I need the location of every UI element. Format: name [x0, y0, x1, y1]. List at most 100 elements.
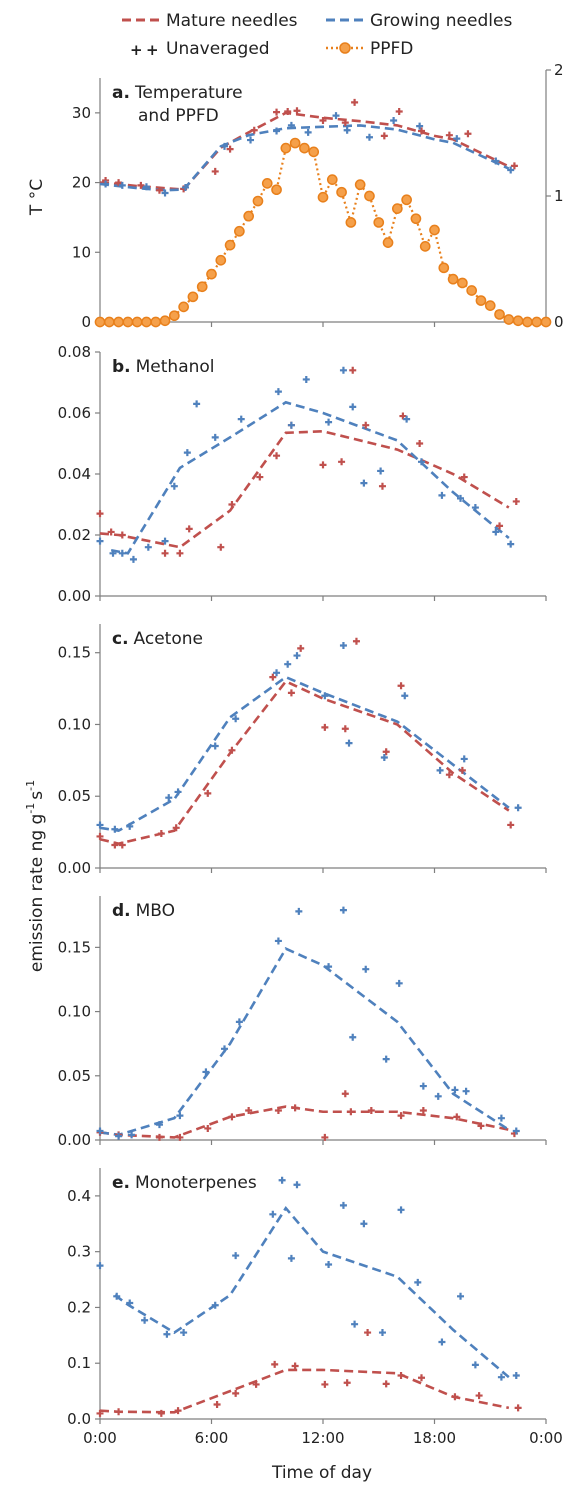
growing-point	[155, 1121, 163, 1129]
growing-point	[115, 1132, 123, 1140]
growing-point	[287, 1254, 295, 1262]
ppfd-point	[224, 239, 236, 251]
growing-point	[434, 1092, 442, 1100]
mature-point	[416, 440, 424, 447]
ppfd-point	[261, 178, 273, 189]
svg-text:+: +	[146, 41, 159, 59]
mature-point	[232, 1389, 240, 1397]
growing-point	[453, 135, 461, 143]
growing-line	[99, 675, 510, 833]
mature-point	[382, 748, 390, 756]
growing-point	[360, 1220, 368, 1228]
mature-point	[96, 1409, 104, 1417]
mature-point	[419, 1106, 427, 1114]
ppfd-point	[326, 174, 338, 185]
svg-text:+: +	[130, 41, 143, 59]
y-tick-label: 0.00	[58, 859, 91, 877]
growing-point	[287, 421, 295, 429]
mature-point	[226, 145, 234, 153]
growing-point	[416, 122, 424, 130]
ppfd-point	[113, 316, 124, 328]
ppfd-point	[234, 225, 245, 237]
mature-point	[367, 1106, 375, 1114]
ppfd-point	[122, 316, 134, 328]
growing-point	[457, 1292, 465, 1300]
growing-point	[287, 121, 295, 129]
y-axis-label-emission: emission rate ng g-1s-1	[24, 780, 47, 972]
growing-point	[304, 128, 312, 136]
growing-point	[377, 467, 385, 475]
ppfd-point	[447, 273, 459, 285]
mature-point	[460, 473, 468, 481]
growing-point	[274, 388, 282, 396]
y2-tick-label: 2	[554, 61, 564, 79]
panel-letter: b.	[112, 357, 131, 377]
ppfd-point	[159, 315, 171, 327]
mature-point	[107, 528, 115, 536]
y2-tick-label: 0	[554, 313, 564, 331]
mature-point	[507, 821, 515, 829]
growing-point	[343, 126, 351, 134]
mature-point	[137, 181, 145, 189]
legend-ppfd-swatch	[326, 42, 364, 54]
growing-point	[176, 1112, 184, 1120]
mature-point	[397, 1112, 405, 1120]
mature-point	[464, 130, 472, 138]
mature-point	[397, 682, 405, 690]
y-tick-label: 0.00	[58, 1131, 91, 1149]
y-tick-label: 0.4	[67, 1187, 91, 1205]
y-tick-label: 0.05	[58, 787, 91, 805]
ppfd-point	[271, 184, 282, 196]
mature-point	[417, 127, 425, 135]
mature-point	[395, 107, 403, 115]
growing-point	[462, 1087, 470, 1095]
mature-point	[343, 1379, 351, 1387]
ppfd-point	[373, 217, 385, 228]
x-tick-label: 0:00	[83, 1429, 117, 1447]
mature-point	[364, 1329, 372, 1337]
mature-point	[496, 522, 504, 530]
panel-name: Methanol	[136, 357, 215, 377]
growing-point	[284, 660, 292, 668]
mature-point	[321, 723, 329, 731]
mature-point	[319, 461, 327, 469]
growing-point	[96, 1262, 104, 1270]
ppfd-point	[382, 237, 394, 248]
mature-point	[349, 366, 357, 374]
growing-point	[232, 715, 240, 723]
growing-point	[325, 963, 333, 971]
panel-1: 0 10 20 30 a. Temperature and PPFD 0 1 2	[72, 61, 564, 331]
mature-point	[347, 1108, 355, 1116]
mature-point	[399, 412, 407, 420]
growing-point	[237, 415, 245, 423]
growing-point	[269, 1210, 277, 1218]
mature-point	[274, 1106, 282, 1114]
growing-point	[183, 449, 191, 457]
growing-point	[142, 183, 150, 191]
ppfd-point	[410, 213, 422, 225]
ppfd-point	[475, 295, 487, 306]
growing-point	[293, 652, 301, 660]
growing-point	[514, 804, 522, 812]
growing-point	[111, 825, 119, 833]
x-tick-label: 12:00	[301, 1429, 344, 1447]
panel-2: 0.00 0.02 0.04 0.06 0.08 b. Methanol	[58, 343, 547, 605]
mature-point	[161, 549, 169, 557]
ppfd-point	[494, 309, 505, 320]
panel-name: Temperature	[134, 83, 243, 103]
growing-point	[339, 906, 347, 914]
ppfd-point	[196, 281, 208, 293]
growing-line	[110, 400, 510, 555]
x-axis-label: Time of day	[271, 1463, 372, 1483]
growing-point	[174, 788, 182, 796]
ppfd-point	[419, 241, 431, 252]
mature-line	[99, 429, 510, 549]
growing-point	[497, 1373, 505, 1381]
mature-point	[291, 1104, 299, 1112]
panel-letter: a.	[112, 83, 130, 103]
growing-point	[436, 766, 444, 774]
growing-point	[221, 142, 229, 150]
mature-point	[284, 107, 292, 115]
y-tick-label: 0.08	[58, 343, 91, 361]
mature-point	[273, 452, 281, 460]
